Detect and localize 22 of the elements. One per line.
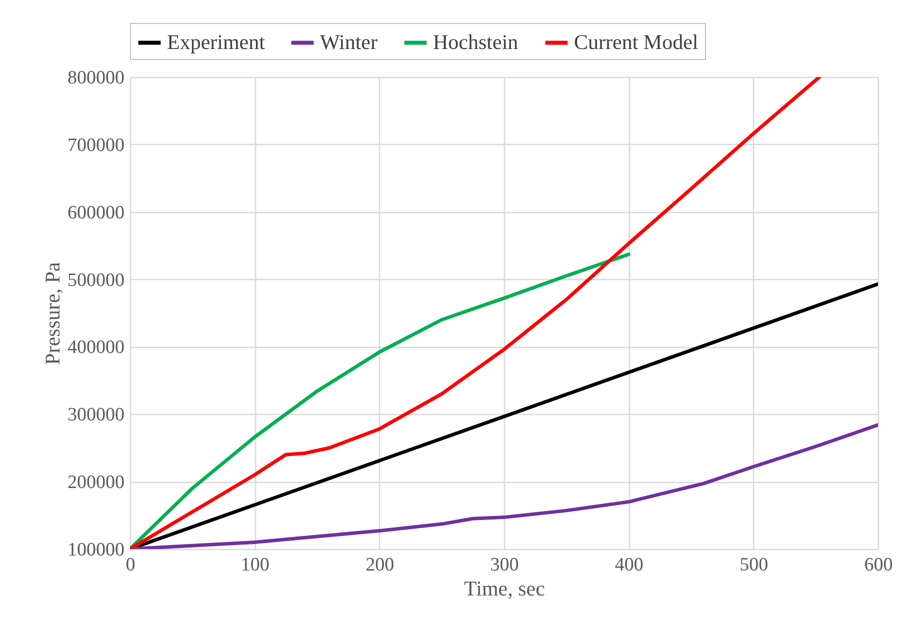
x-tick-label: 200 xyxy=(366,554,394,576)
legend-label: Hochstein xyxy=(433,30,519,54)
y-tick-label: 700000 xyxy=(68,134,124,156)
x-tick-label: 300 xyxy=(490,554,519,576)
y-tick-label: 300000 xyxy=(68,404,124,426)
legend-label: Winter xyxy=(320,30,378,54)
y-tick-label: 600000 xyxy=(68,202,124,224)
x-tick-label: 600 xyxy=(864,554,893,576)
y-tick-label: 200000 xyxy=(68,472,124,494)
legend-label: Experiment xyxy=(167,30,266,54)
y-tick-label: 800000 xyxy=(68,68,124,88)
y-tick-label: 100000 xyxy=(68,540,124,560)
y-tick-label: 400000 xyxy=(68,337,124,358)
x-tick-label: 0 xyxy=(126,554,136,576)
line-series xyxy=(130,252,630,549)
x-tick-label: 100 xyxy=(240,554,270,576)
y-tick-label: 500000 xyxy=(68,270,124,291)
y-axis-title: Pressure, Pa xyxy=(40,261,64,365)
legend-label: Current Model xyxy=(574,30,698,54)
x-tick-label: 500 xyxy=(740,554,768,576)
x-tick-label: 400 xyxy=(614,554,644,576)
x-axis-title: Time, sec xyxy=(464,576,545,600)
